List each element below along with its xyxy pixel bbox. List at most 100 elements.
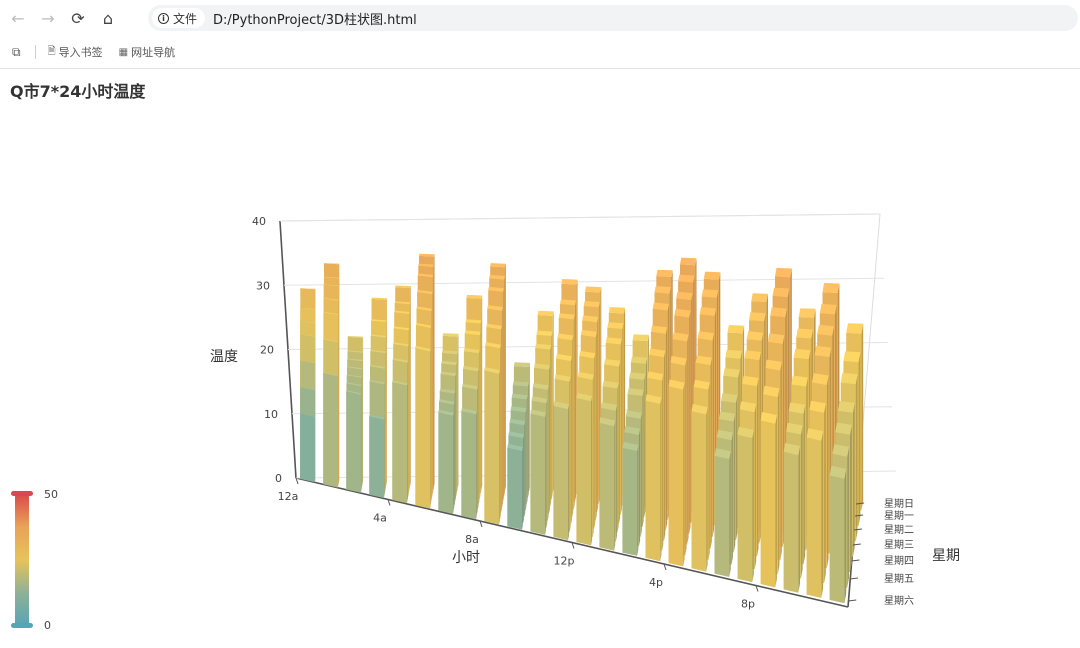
bar-星期六-4p[interactable] (668, 379, 685, 567)
bar-星期六-1p[interactable] (599, 417, 616, 551)
bar-星期六-12a[interactable] (300, 413, 315, 483)
bar-front-face (530, 413, 546, 535)
bar-星期六-11a[interactable] (553, 401, 569, 541)
bar-top-face (490, 263, 506, 268)
bar-星期六-6a[interactable] (438, 409, 454, 514)
bar-星期六-3p[interactable] (645, 394, 662, 562)
bar-星期六-10a[interactable] (530, 409, 546, 535)
bar-top-face (627, 388, 644, 397)
bar-top-face (796, 328, 813, 339)
tab-copy-icon[interactable]: ⧉ (12, 44, 21, 59)
bar-top-face (811, 373, 829, 385)
bar-side-face (481, 295, 483, 489)
bar-side-face (546, 398, 548, 528)
page-title: Q市7*24小时温度 (10, 82, 146, 101)
bar-side-face (525, 408, 527, 511)
bar-星期六-8p[interactable] (760, 412, 777, 588)
bar-星期六-10p[interactable] (806, 428, 824, 598)
bar-星期六-4a[interactable] (392, 380, 408, 504)
bar-top-face (817, 324, 834, 336)
y-tick (856, 502, 865, 505)
bar-top-face (832, 444, 849, 457)
visual-map-bar (15, 494, 29, 626)
bookmark-import[interactable]: 🗎 导入书签 (48, 44, 103, 61)
bar-top-face (751, 293, 768, 302)
bookmark-import-label: 导入书签 (58, 46, 103, 59)
bar-top-face (605, 337, 622, 345)
home-icon[interactable]: ⌂ (102, 8, 114, 28)
site-info-chip[interactable]: i 文件 (152, 8, 206, 28)
file-label: 文件 (173, 11, 198, 26)
bookmark-nav[interactable]: ▦ 网址导航 (119, 44, 175, 60)
bar-星期六-2a[interactable] (346, 390, 362, 493)
address-bar[interactable]: i 文件 D:/PythonProject/3D柱状图.html (148, 5, 1078, 31)
bar-top-face (703, 271, 721, 280)
bar-side-face (619, 360, 621, 524)
bar-top-face (846, 323, 864, 334)
bar-星期六-6p[interactable] (714, 448, 731, 577)
bar-side-face (708, 382, 710, 561)
bar-side-face (844, 468, 847, 604)
bar-top-face (486, 323, 502, 330)
bar-front-face (300, 413, 315, 483)
y-axis-name: 星期 (932, 548, 960, 564)
bar-side-face (777, 388, 780, 574)
bar-side-face (752, 429, 754, 583)
bar-top-face (691, 404, 708, 415)
bar-星期六-5a[interactable] (415, 345, 431, 509)
bar-side-face (480, 320, 482, 494)
visual-map-handle-max[interactable] (11, 491, 33, 496)
bar-星期六-5p[interactable] (691, 404, 708, 572)
bar-top-face (323, 284, 339, 287)
bar-星期六-9p[interactable] (783, 443, 800, 593)
bar-side-face (757, 378, 759, 557)
bar-side-face (545, 412, 546, 535)
x-tick-label: 4p (649, 576, 663, 589)
bar-side-face (433, 264, 434, 490)
bar-星期六-12p[interactable] (576, 392, 593, 546)
bar-top-face (670, 355, 687, 366)
visual-map-handle-min[interactable] (11, 623, 33, 628)
bar-top-face (395, 285, 411, 289)
bar-星期六-8a[interactable] (484, 367, 500, 525)
bar-星期六-3a[interactable] (369, 414, 385, 499)
bar-top-face (369, 414, 385, 420)
bar-星期六-7a[interactable] (461, 408, 477, 520)
bar-side-face (573, 314, 575, 510)
bar-星期六-9a[interactable] (507, 443, 523, 530)
y-tick-label: 星期六 (884, 595, 914, 607)
bar-top-face (835, 422, 852, 435)
bar-top-face (767, 333, 785, 344)
reload-icon[interactable]: ⟳ (71, 8, 85, 28)
url-text[interactable]: D:/PythonProject/3D柱状图.html (213, 12, 417, 28)
bar-星期六-1a[interactable] (323, 372, 338, 488)
bar-top-face (556, 353, 572, 362)
bar-top-face (625, 410, 642, 419)
x-tick-label: 4a (373, 512, 387, 525)
bar-top-face (553, 401, 569, 410)
x-tick (479, 520, 483, 528)
document-icon: 🗎 (47, 45, 56, 57)
bar-top-face (763, 385, 780, 398)
bar-top-face (699, 307, 717, 316)
bar-top-face (791, 375, 808, 387)
bar-top-face (557, 333, 574, 341)
forward-icon[interactable]: → (41, 8, 55, 28)
bar-星期六-7p[interactable] (737, 426, 754, 583)
y-tick-label: 星期二 (884, 524, 914, 536)
bar-side-face (569, 376, 571, 533)
bar-星期六-11p[interactable] (829, 465, 847, 604)
z-tick-label: 0 (275, 472, 282, 485)
bar-side-face (729, 451, 731, 577)
bar-side-face (594, 353, 596, 529)
bar-side-face (453, 401, 455, 510)
back-icon[interactable]: ← (11, 8, 25, 28)
bar-星期六-2p[interactable] (622, 441, 639, 556)
bar-side-face (522, 447, 523, 530)
bar-side-face (505, 263, 506, 490)
bar-front-face (668, 386, 684, 567)
bar-side-face (453, 412, 454, 514)
bar-top-face (418, 263, 434, 267)
bar-top-face (392, 380, 408, 386)
bar-top-face (558, 313, 575, 320)
